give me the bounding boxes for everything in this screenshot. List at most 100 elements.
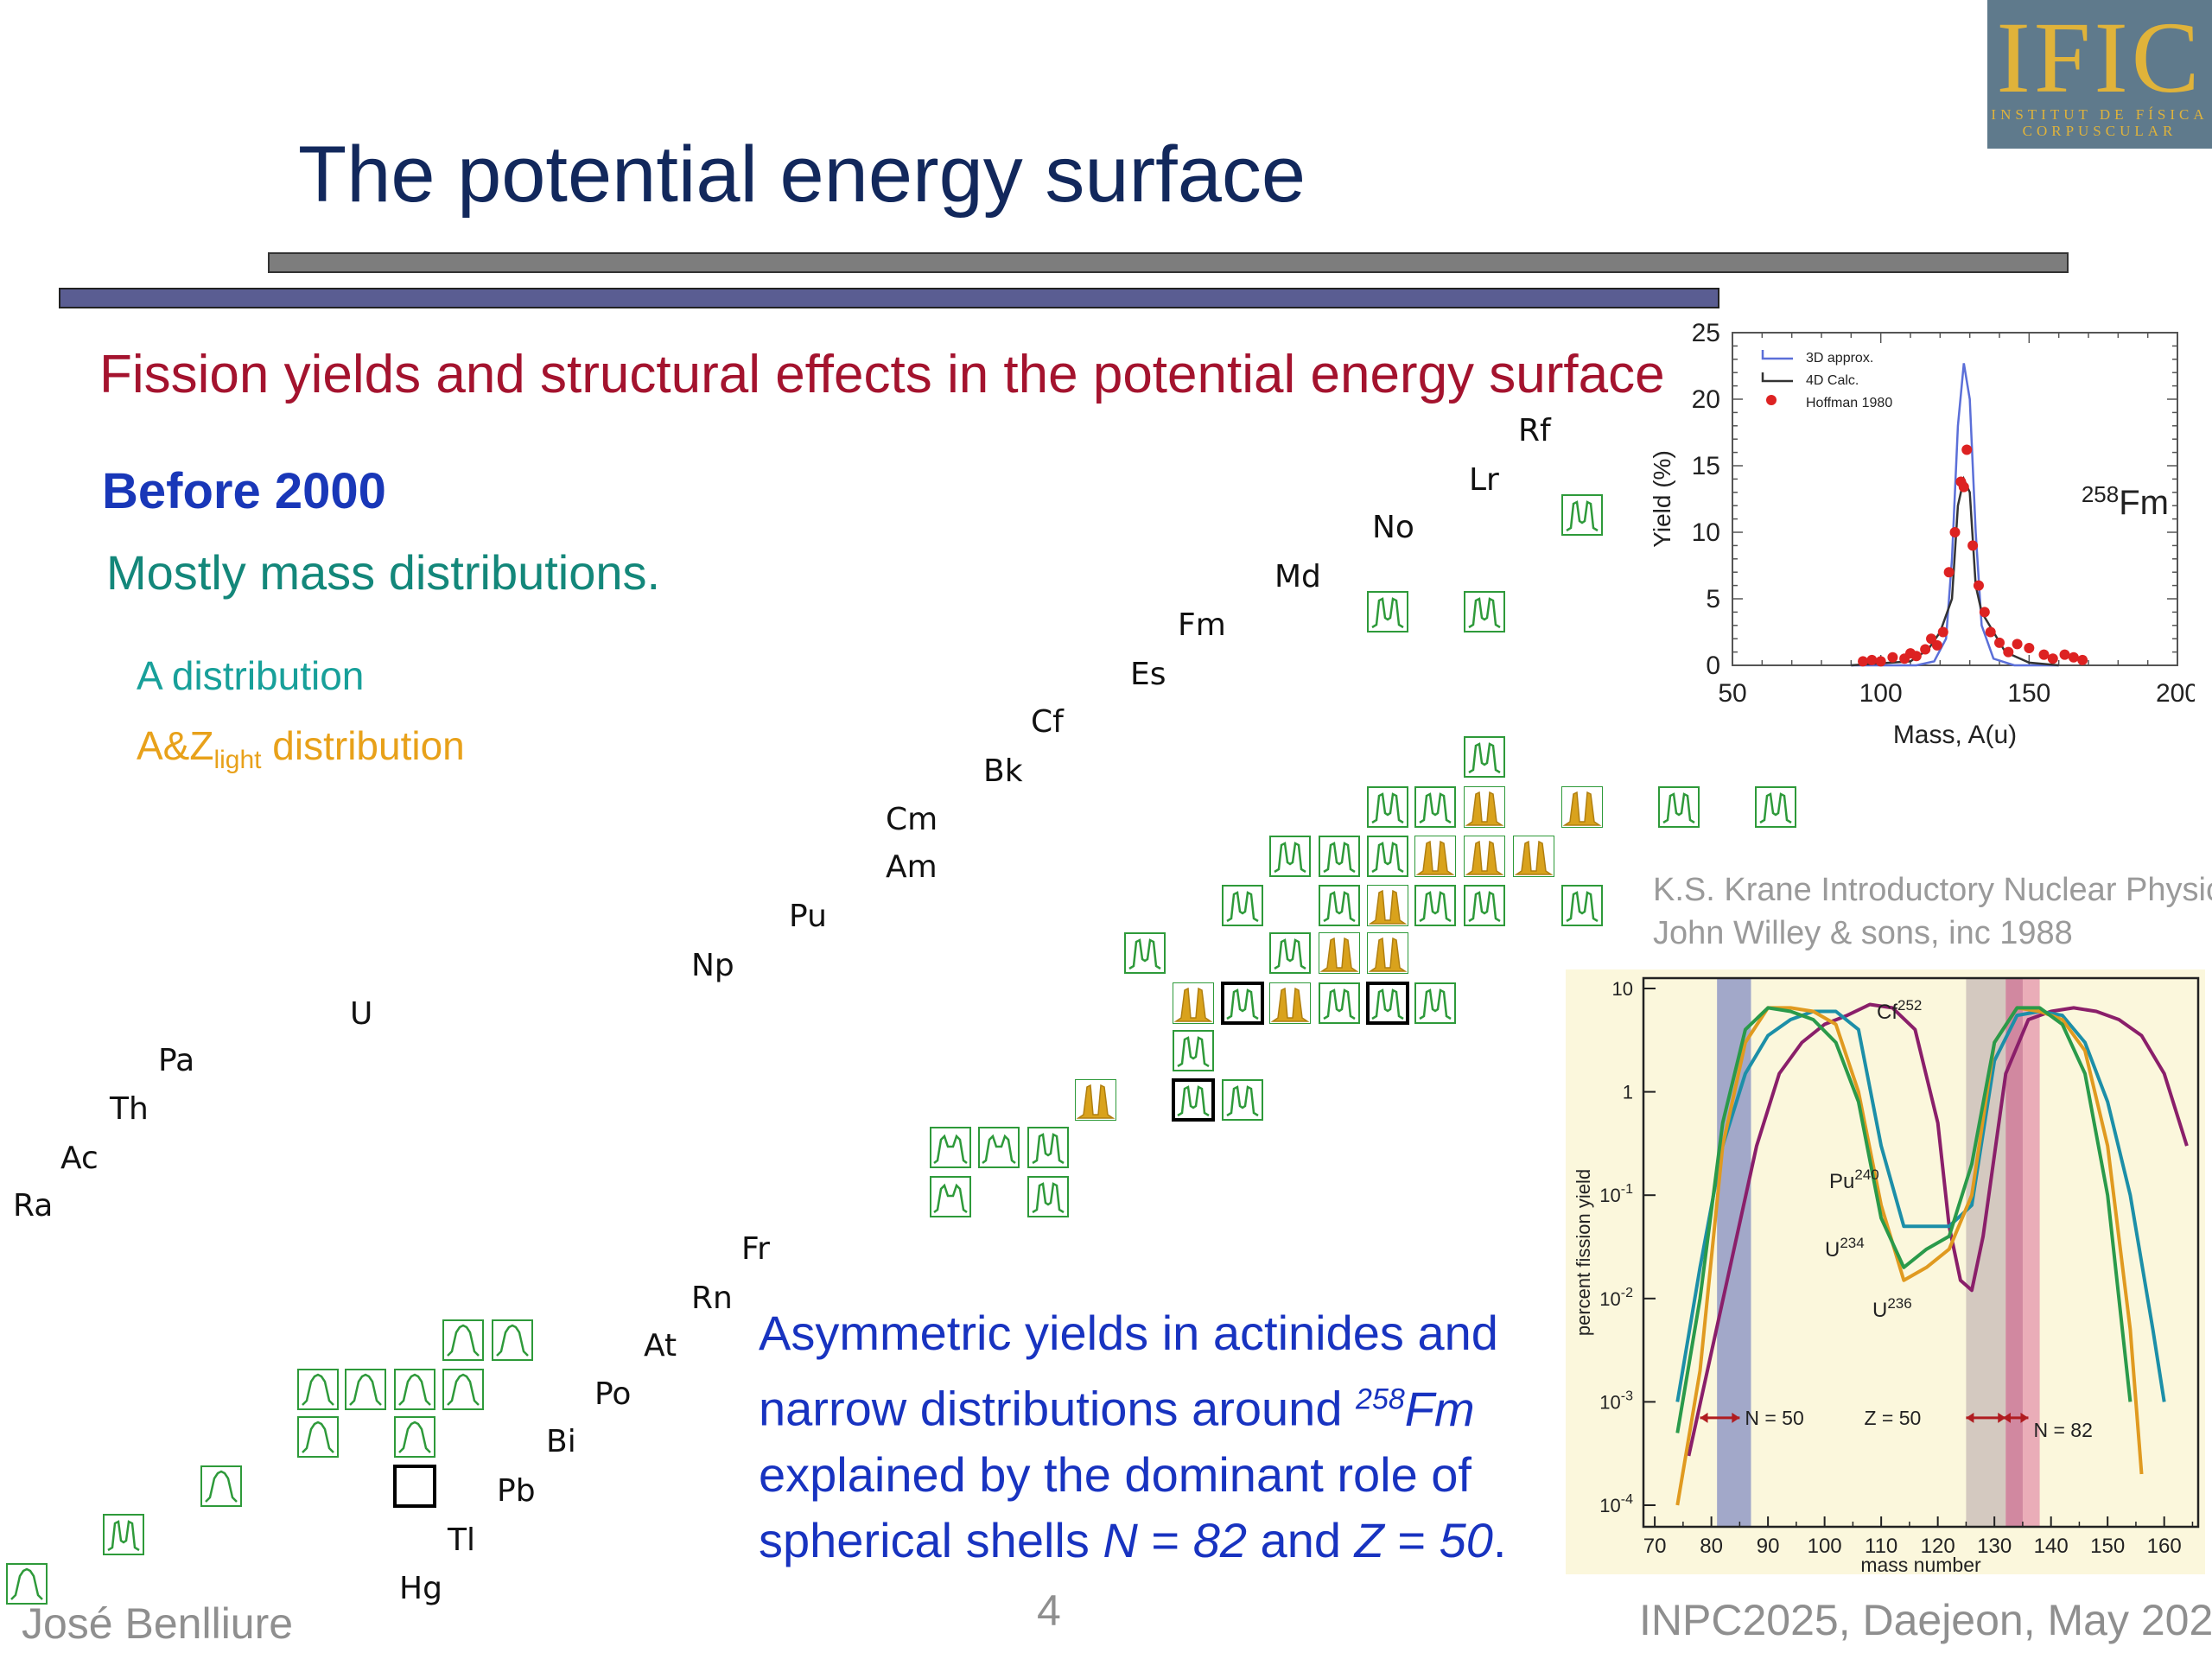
data-point xyxy=(1994,637,2005,648)
legend-swatch xyxy=(1761,372,1793,383)
legend-label: Hoffman 1980 xyxy=(1806,396,1892,410)
data-point xyxy=(1937,626,1948,638)
nuclide-cell xyxy=(1464,836,1505,877)
fm258-yield-chart: 50 100 150 200 0 5 10 15 20 25 Mass, A(u) Yield (%)… xyxy=(1649,319,2195,749)
slide-subtitle: Fission yields and structural effects in… xyxy=(99,345,1665,404)
data-point xyxy=(1979,607,1990,618)
element-label-fm: Fm xyxy=(1178,607,1226,643)
az-distribution-icon xyxy=(1076,1084,1116,1119)
element-label-hg: Hg xyxy=(399,1571,442,1606)
x-tick-label: 110 xyxy=(1865,1535,1897,1558)
cell-bg xyxy=(1319,933,1359,973)
mass-distribution-icon xyxy=(1371,792,1404,824)
x-tick-label: 100 xyxy=(1808,1535,1842,1558)
shell-arrow-head xyxy=(2002,1412,2029,1423)
data-point xyxy=(1958,481,1969,493)
az-distribution-icon xyxy=(1368,889,1408,925)
chart-background xyxy=(1566,969,2205,1574)
x-tick-label: 100 xyxy=(1859,679,1903,708)
nuclide-cell xyxy=(1075,1079,1116,1121)
az-distribution-icon xyxy=(1562,791,1602,826)
nuclide-cell xyxy=(103,1514,144,1555)
cell-frame xyxy=(393,1465,436,1508)
nuclide-cell xyxy=(1464,591,1505,632)
asym-line4: spherical shells N = 82 and Z = 50. xyxy=(759,1512,1507,1567)
data-point xyxy=(2068,652,2079,663)
nuclide-cell xyxy=(1414,982,1456,1024)
y-tick-label: 5 xyxy=(1706,585,1720,613)
title-bar-blue xyxy=(59,288,1719,308)
element-label-u: U xyxy=(350,996,373,1032)
nuclide-cell xyxy=(1464,736,1505,778)
cell-bg xyxy=(1270,983,1310,1023)
mass-distribution-icon xyxy=(398,1421,431,1453)
data-point xyxy=(1931,639,1942,651)
footer-event: INPC2025, Daejeon, May 2025 xyxy=(1639,1596,2212,1644)
asym-line3: explained by the dominant role of xyxy=(759,1446,1471,1502)
mass-distribution-icon xyxy=(1177,1085,1210,1117)
asym-line1: Asymmetric yields in actinides and xyxy=(759,1306,1498,1360)
x-tick-label: 120 xyxy=(1921,1535,1955,1558)
az-distribution-icon xyxy=(1514,840,1554,875)
nuclide-cell xyxy=(1269,982,1311,1024)
mass-distribution-icon xyxy=(10,1567,43,1600)
nuclide-cell xyxy=(1319,982,1360,1024)
nuclide-cell xyxy=(297,1416,339,1458)
logo-line2: CORPUSCULAR xyxy=(2022,123,2177,139)
nuclide-cell xyxy=(1755,786,1796,828)
data-point xyxy=(1985,626,1996,638)
data-point xyxy=(1920,644,1931,655)
nuclide-cell xyxy=(1319,932,1360,974)
nuclide-cell xyxy=(1561,885,1603,926)
mass-distribution-icon xyxy=(1419,891,1452,923)
nuclide-cell xyxy=(1561,786,1603,828)
band-overlap xyxy=(2005,978,2023,1527)
mass-distribution-icon xyxy=(447,1373,480,1406)
nuclide-cell xyxy=(297,1369,339,1410)
legend-label: 3D approx. xyxy=(1806,351,1873,365)
ific-logo: IFIC INSTITUT DE FÍSICA CORPUSCULAR xyxy=(1987,0,2212,149)
mass-distribution-icon xyxy=(1323,842,1356,874)
y-tick-label: 10-3 xyxy=(1599,1389,1633,1413)
fm258-annotation: 258Fm xyxy=(2082,481,2169,522)
x-tick-label: 200 xyxy=(2156,679,2195,708)
data-point xyxy=(2012,639,2023,650)
mass-distribution-icon xyxy=(1371,988,1404,1020)
element-label-rn: Rn xyxy=(691,1281,733,1316)
az-distribution-icon xyxy=(1465,840,1504,875)
legend-az-distribution: A&Zlight distribution xyxy=(137,723,465,775)
krane-line1: K.S. Krane Introductory Nuclear Physics, xyxy=(1653,872,2212,908)
series-curve xyxy=(1675,1006,2133,1433)
nuclide-cell xyxy=(1221,982,1264,1025)
shell-annotation: N = 82 xyxy=(2033,1419,2092,1441)
nuclide-cell xyxy=(6,1563,48,1605)
mass-distribution-icon xyxy=(982,1134,1016,1164)
series-curve xyxy=(1675,1009,2166,1402)
az-distribution-icon xyxy=(1415,840,1455,875)
x-tick-label: 150 xyxy=(2090,1535,2125,1558)
az-distribution-icon xyxy=(1319,937,1359,972)
nuclide-cell xyxy=(1561,494,1603,536)
y-tick-label: 10 xyxy=(1612,978,1633,1000)
element-label-ra: Ra xyxy=(13,1188,54,1224)
footer-author: José Benlliure xyxy=(22,1599,294,1648)
nuclide-cell xyxy=(394,1416,435,1458)
legend-label: 4D Calc. xyxy=(1806,373,1859,388)
slide-title: The potential energy surface xyxy=(298,130,1306,219)
mass-distribution-icon xyxy=(1226,1085,1259,1117)
plot-frame xyxy=(1642,976,2200,1529)
nuclide-cell xyxy=(1658,786,1700,828)
nuclide-cell xyxy=(492,1319,533,1361)
element-label-pu: Pu xyxy=(789,899,827,934)
mass-distribution-icon xyxy=(447,1324,480,1357)
nuclide-cell xyxy=(1367,885,1408,926)
data-point xyxy=(1949,527,1961,537)
y-axis-label: Yield (%) xyxy=(1649,450,1675,548)
data-point xyxy=(1961,444,1973,455)
y-tick-label: 15 xyxy=(1692,452,1720,480)
mass-distribution-icon xyxy=(349,1373,382,1406)
nuclide-cell xyxy=(345,1369,386,1410)
cell-bg xyxy=(1514,836,1554,876)
krane-line2: John Willey & sons, inc 1988 xyxy=(1653,915,2073,951)
